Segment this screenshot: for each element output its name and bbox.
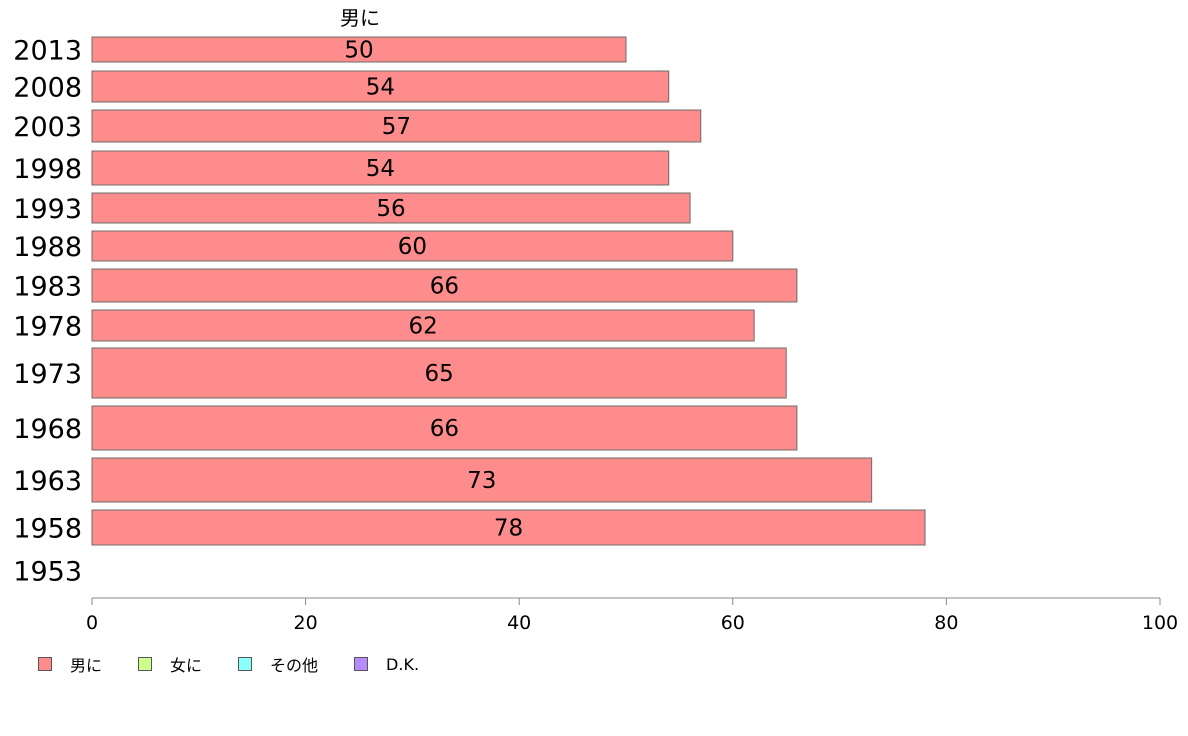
series-title: 男に	[340, 6, 380, 30]
x-tick-label: 0	[86, 612, 98, 634]
bar-value-label: 60	[398, 234, 427, 260]
bar-value-label: 65	[424, 361, 453, 387]
legend-label-men: 男に	[70, 656, 103, 675]
category-label: 2008	[13, 73, 82, 104]
bar	[91, 509, 926, 546]
legend-label-women: 女に	[170, 656, 203, 675]
bar	[91, 347, 787, 399]
bar-value-label: 78	[494, 516, 523, 542]
bar-value-label: 56	[376, 196, 405, 222]
bar	[91, 150, 670, 186]
category-label: 2013	[13, 36, 82, 67]
legend-swatch-other	[238, 657, 253, 671]
legend: 男に 女に その他 D.K.	[38, 652, 455, 676]
category-label: 1953	[13, 557, 82, 588]
legend-swatch-women	[138, 657, 153, 671]
bar	[91, 192, 691, 224]
bar-value-label: 54	[366, 156, 395, 182]
bar-value-label: 66	[430, 274, 459, 300]
category-label: 1978	[13, 312, 82, 343]
bar-value-label: 62	[408, 314, 437, 340]
legend-swatch-dk	[354, 657, 369, 671]
category-label: 1968	[13, 414, 82, 445]
bar	[91, 309, 755, 342]
category-label: 2003	[13, 112, 82, 143]
category-label: 1963	[13, 466, 82, 497]
legend-label-other: その他	[270, 656, 319, 675]
bar-value-label: 57	[382, 114, 411, 140]
legend-label-dk: D.K.	[386, 654, 420, 674]
legend-item-men: 男に	[38, 652, 102, 676]
category-label: 1998	[13, 154, 82, 185]
bar-chart: 男に 2013 50 2008 54 2003 57 1998 54 1993 56 1988 60 19…	[13, 6, 1178, 634]
bar	[91, 457, 873, 503]
category-label: 1973	[13, 359, 82, 390]
x-tick-label: 20	[294, 612, 318, 634]
bar	[91, 268, 798, 303]
bar	[91, 36, 627, 63]
x-tick-label: 40	[507, 612, 531, 634]
x-tick-label: 80	[934, 612, 958, 634]
legend-item-women: 女に	[138, 652, 202, 676]
bar	[91, 70, 670, 103]
x-tick-label: 100	[1142, 612, 1178, 634]
x-tick-label: 60	[721, 612, 745, 634]
bar-value-label: 73	[467, 468, 496, 494]
legend-swatch-men	[38, 657, 52, 671]
category-label: 1983	[13, 272, 82, 303]
category-label: 1988	[13, 232, 82, 263]
bar	[91, 230, 734, 262]
bar	[91, 405, 798, 451]
category-label: 1958	[13, 514, 82, 545]
bar-value-label: 50	[344, 38, 373, 64]
bar	[91, 109, 702, 143]
legend-item-dk: D.K.	[354, 655, 419, 674]
category-label: 1993	[13, 194, 82, 225]
bar-value-label: 66	[430, 416, 459, 442]
legend-item-other: その他	[238, 652, 318, 676]
bar-value-label: 54	[366, 75, 395, 101]
